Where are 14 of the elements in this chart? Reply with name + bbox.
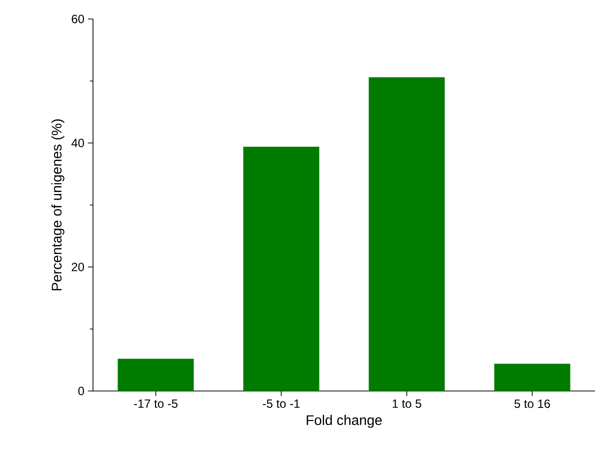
bar	[494, 364, 570, 391]
x-tick-label: -5 to -1	[262, 400, 300, 408]
x-tick-label: -17 to -5	[134, 400, 178, 408]
y-axis-title: Percentage of unigenes (%)	[51, 119, 64, 290]
x-tick-label: 1 to 5	[392, 400, 422, 408]
y-tick-label: 40	[71, 138, 84, 148]
y-tick-label: 20	[72, 262, 84, 272]
x-tick-label: 5 to 16	[514, 400, 550, 408]
bar	[118, 358, 194, 391]
x-axis-title: Fold change	[306, 414, 382, 428]
bar	[368, 77, 445, 391]
bar	[243, 146, 320, 391]
y-tick-label: 0	[78, 386, 84, 396]
y-tick-label: 60	[72, 14, 84, 24]
